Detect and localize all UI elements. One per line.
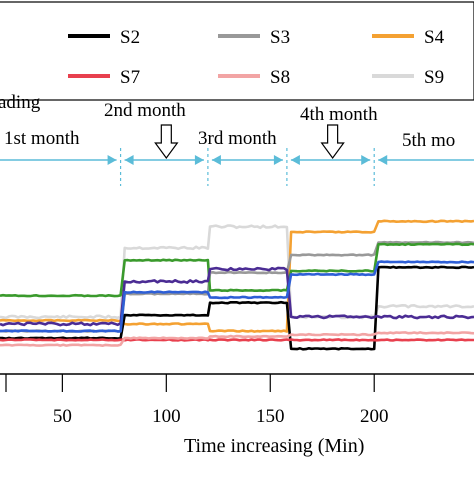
series-line-green: [0, 242, 474, 298]
phase-annotations: ading 1st month 2nd month 3rd month 4th mont…: [0, 92, 474, 186]
series-line-s4: [0, 219, 474, 333]
legend-label-s7: S7: [120, 67, 140, 88]
phase-arrowhead-right: [194, 155, 204, 165]
phase-label-2: 2nd month: [104, 100, 186, 121]
phase-arrowhead-right: [361, 155, 371, 165]
legend-label-s4: S4: [424, 27, 445, 48]
series-line-blue: [0, 260, 474, 333]
phase-arrowhead-left: [211, 155, 221, 165]
x-tick-label-150: 150: [256, 406, 285, 427]
phase-arrowhead-right: [107, 155, 117, 165]
phase-label-1: 1st month: [4, 128, 80, 149]
phase-label-3: 3rd month: [198, 128, 277, 149]
series-line-s7: [0, 338, 474, 342]
phase-arrowhead-left: [378, 155, 388, 165]
series-line-s2: [0, 265, 474, 351]
phase-arrowhead-left: [290, 155, 300, 165]
down-arrow-icon: [320, 124, 345, 160]
phase-label-4: 4th month: [300, 104, 378, 125]
legend-box: S2 S3 S4 S7 S8 S9: [0, 1, 474, 101]
legend-label-s2: S2: [120, 27, 140, 48]
x-axis: 50 100 150 200 Time increasing (Min): [0, 373, 474, 457]
series-layer: [0, 219, 474, 351]
phase-arrowhead-right: [273, 155, 283, 165]
legend-frame: [0, 1, 474, 101]
x-tick-label-200: 200: [360, 406, 389, 427]
down-arrow-icon: [154, 124, 179, 160]
legend-label-s8: S8: [270, 67, 290, 88]
phase-label-5: 5th mo: [402, 130, 455, 151]
x-axis-title: Time increasing (Min): [184, 435, 364, 457]
series-line-s9: [0, 224, 474, 320]
series-line-s8: [0, 331, 474, 347]
series-line-purple: [0, 266, 474, 327]
legend-label-s3: S3: [270, 27, 290, 48]
x-tick-label-50: 50: [53, 406, 72, 427]
phase-arrowhead-left: [124, 155, 134, 165]
phase-label-0: ading: [0, 92, 41, 113]
x-tick-label-100: 100: [152, 406, 181, 427]
legend-label-s9: S9: [424, 67, 444, 88]
